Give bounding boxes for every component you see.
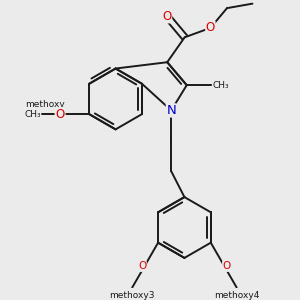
Text: methoxy4: methoxy4 [214, 291, 259, 300]
Text: O: O [138, 261, 146, 272]
Text: N: N [167, 104, 176, 117]
Text: O: O [206, 21, 215, 34]
Text: methoxy3: methoxy3 [110, 291, 155, 300]
Text: O: O [162, 10, 172, 23]
Text: CH₃: CH₃ [212, 81, 229, 90]
Text: O: O [223, 261, 231, 272]
Text: O: O [56, 108, 65, 121]
Text: CH₃: CH₃ [24, 110, 41, 119]
Text: O: O [55, 109, 63, 119]
Text: methoxy: methoxy [26, 100, 65, 109]
